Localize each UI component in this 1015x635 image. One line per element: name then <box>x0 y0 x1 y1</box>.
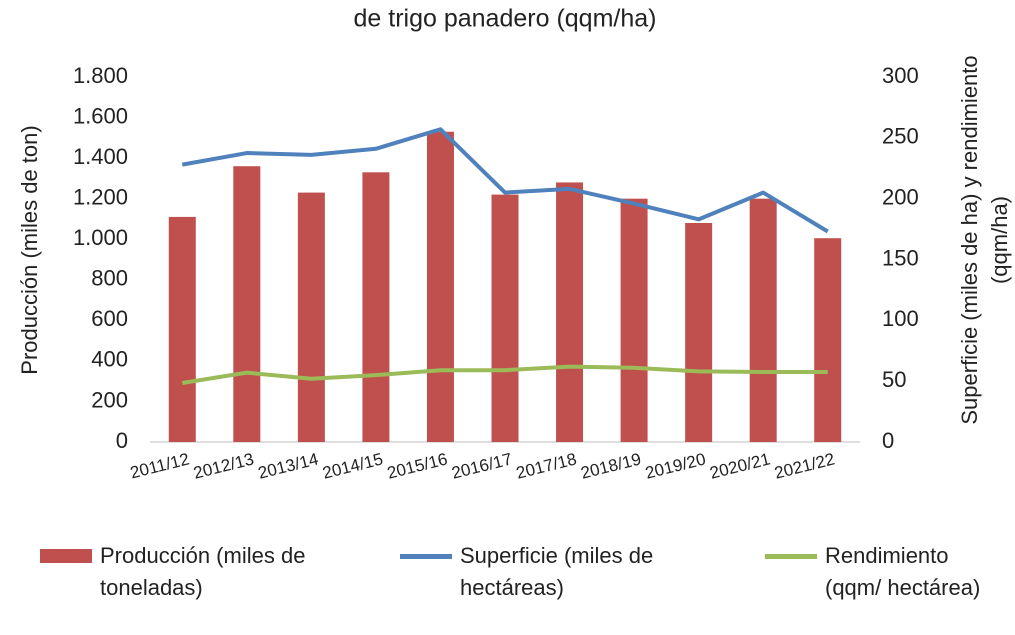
y2-tick-label: 50 <box>882 367 906 392</box>
legend-label: Producción (miles de toneladas) <box>100 543 306 600</box>
bar <box>814 238 842 442</box>
legend-item: Superficie (miles de hectáreas) <box>400 540 720 604</box>
bar <box>426 131 454 442</box>
x-tick-label: 2012/13 <box>192 449 256 482</box>
x-tick-label: 2016/17 <box>450 449 514 482</box>
legend-item: Rendimiento (qqm/ hectárea) <box>765 540 985 604</box>
x-tick-label: 2014/15 <box>321 449 385 482</box>
chart-title: de trigo panadero (qqm/ha) <box>354 5 657 33</box>
x-tick-label: 2013/14 <box>256 449 320 482</box>
y2-tick-label: 0 <box>882 428 894 453</box>
y2-tick-label: 100 <box>882 306 919 331</box>
legend-label: Rendimiento (qqm/ hectárea) <box>825 543 981 600</box>
legend-label: Superficie (miles de hectáreas) <box>460 543 654 600</box>
y-tick-label: 1.600 <box>73 103 128 128</box>
y2-tick-label: 150 <box>882 245 919 270</box>
x-tick-label: 2020/21 <box>708 449 772 482</box>
y-axis-title: Producción (miles de ton) <box>17 125 42 375</box>
y-tick-label: 1.200 <box>73 184 128 209</box>
x-tick-label: 2017/18 <box>514 449 578 482</box>
bar <box>233 166 261 442</box>
line <box>181 364 828 385</box>
bar <box>491 194 519 442</box>
y2-tick-label: 200 <box>882 184 919 209</box>
y2-axis-title: Superficie (miles de ha) y rendimiento (… <box>957 55 1012 425</box>
x-tick-label: 2018/19 <box>579 449 643 482</box>
y2-tick-label: 300 <box>882 63 919 88</box>
bar <box>362 172 390 443</box>
y-tick-label: 400 <box>91 347 128 372</box>
legend-swatch <box>400 554 452 559</box>
x-tick-label: 2015/16 <box>385 449 449 482</box>
line <box>181 127 829 234</box>
x-tick-label: 2011/12 <box>128 449 191 482</box>
legend-swatch <box>765 554 817 559</box>
y-tick-label: 1.800 <box>73 63 128 88</box>
x-tick-label: 2021/22 <box>772 449 836 482</box>
y2-tick-label: 250 <box>882 124 919 149</box>
bar <box>620 198 648 442</box>
y-tick-label: 1.400 <box>73 144 128 169</box>
y-tick-label: 800 <box>91 266 128 291</box>
bar <box>297 192 325 442</box>
legend-swatch <box>40 549 92 563</box>
bar <box>168 216 196 442</box>
y-tick-label: 0 <box>116 428 128 453</box>
bar <box>556 182 584 442</box>
legend-item: Producción (miles de toneladas) <box>40 540 360 604</box>
bar <box>685 223 713 442</box>
y-tick-label: 1.000 <box>73 225 128 250</box>
y-tick-label: 200 <box>91 387 128 412</box>
y-tick-label: 600 <box>91 306 128 331</box>
bar <box>749 198 777 442</box>
x-tick-label: 2019/20 <box>643 449 707 482</box>
